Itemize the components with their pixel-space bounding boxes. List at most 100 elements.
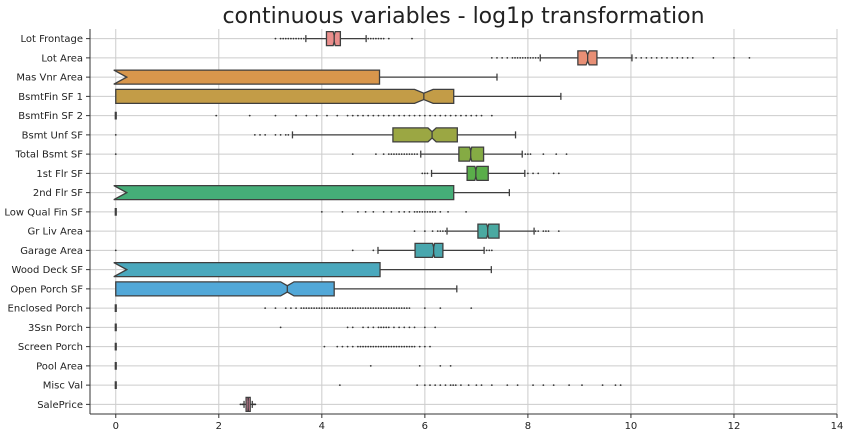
outlier-point bbox=[454, 384, 457, 387]
outlier-point bbox=[341, 307, 344, 310]
outlier-point bbox=[421, 172, 424, 175]
outlier-point bbox=[274, 307, 277, 310]
outlier-point bbox=[393, 153, 395, 156]
outlier-point bbox=[254, 403, 257, 406]
outlier-point bbox=[645, 56, 648, 59]
outlier-point bbox=[287, 37, 290, 40]
outlier-point bbox=[356, 210, 359, 213]
outlier-point bbox=[426, 172, 429, 175]
outlier-point bbox=[470, 307, 473, 310]
outlier-point bbox=[318, 307, 321, 310]
outlier-point bbox=[403, 345, 406, 348]
outlier-point bbox=[300, 37, 303, 40]
outlier-point bbox=[534, 230, 537, 233]
outlier-point bbox=[295, 307, 297, 310]
outlier-point bbox=[421, 210, 424, 213]
outlier-point bbox=[449, 114, 452, 117]
outlier-point bbox=[411, 345, 413, 348]
outlier-point bbox=[565, 153, 568, 156]
outlier-point bbox=[434, 210, 437, 213]
outlier-point bbox=[400, 307, 403, 310]
outlier-point bbox=[733, 56, 735, 59]
outlier-point bbox=[259, 133, 261, 136]
outlier-point bbox=[313, 307, 315, 310]
outlier-point bbox=[416, 384, 419, 387]
outlier-point bbox=[480, 384, 483, 387]
outlier-point bbox=[326, 114, 328, 117]
outlier-point bbox=[434, 384, 437, 387]
outlier-point bbox=[114, 153, 117, 156]
outlier-point bbox=[362, 326, 364, 329]
outlier-point bbox=[297, 37, 300, 40]
outlier-point bbox=[748, 56, 751, 59]
box bbox=[115, 88, 455, 105]
outlier-point bbox=[351, 114, 354, 117]
outlier-point bbox=[341, 345, 344, 348]
outlier-point bbox=[362, 307, 364, 310]
outlier-point bbox=[387, 326, 390, 329]
outlier-point bbox=[320, 210, 323, 213]
outlier-point bbox=[516, 384, 519, 387]
y-tick-label: Mas Vnr Area bbox=[16, 73, 83, 84]
outlier-point bbox=[114, 133, 117, 136]
outlier-point bbox=[676, 56, 679, 59]
outlier-point bbox=[411, 37, 413, 40]
outlier-point bbox=[323, 307, 326, 310]
outlier-point bbox=[323, 345, 326, 348]
box bbox=[477, 223, 500, 239]
outlier-point bbox=[555, 153, 558, 156]
x-tick-label: 4 bbox=[319, 421, 325, 432]
outlier-point bbox=[390, 307, 393, 310]
y-tick-label: Gr Liv Area bbox=[28, 227, 84, 238]
outlier-point bbox=[444, 384, 447, 387]
outlier-point bbox=[377, 307, 380, 310]
outlier-point bbox=[467, 384, 470, 387]
outlier-point bbox=[423, 210, 426, 213]
outlier-point bbox=[454, 114, 457, 117]
outlier-point bbox=[372, 37, 375, 40]
outlier-point bbox=[429, 384, 431, 387]
outlier-point bbox=[601, 384, 604, 387]
outlier-point bbox=[382, 307, 385, 310]
outlier-point bbox=[367, 345, 370, 348]
outlier-point bbox=[390, 153, 393, 156]
outlier-point bbox=[413, 153, 416, 156]
outlier-point bbox=[403, 114, 406, 117]
chart-title: continuous variables - log1p transformat… bbox=[222, 4, 705, 29]
outlier-point bbox=[375, 153, 377, 156]
outlier-point bbox=[465, 114, 467, 117]
outlier-point bbox=[460, 114, 462, 117]
outlier-point bbox=[490, 56, 493, 59]
outlier-point bbox=[349, 307, 352, 310]
outlier-point bbox=[431, 210, 434, 213]
outlier-point bbox=[519, 56, 522, 59]
outlier-point bbox=[547, 230, 550, 233]
outlier-point bbox=[413, 114, 416, 117]
outlier-point bbox=[390, 210, 393, 213]
outlier-point bbox=[302, 307, 305, 310]
outlier-point bbox=[356, 307, 359, 310]
outlier-point bbox=[114, 249, 117, 252]
outlier-point bbox=[429, 210, 431, 213]
outlier-point bbox=[367, 114, 370, 117]
outlier-point bbox=[416, 153, 419, 156]
outlier-point bbox=[526, 153, 529, 156]
outlier-point bbox=[387, 345, 390, 348]
outlier-point bbox=[315, 114, 318, 117]
outlier-point bbox=[436, 230, 439, 233]
outlier-point bbox=[418, 345, 421, 348]
outlier-point bbox=[380, 345, 382, 348]
outlier-point bbox=[537, 56, 540, 59]
outlier-point bbox=[398, 114, 401, 117]
outlier-point bbox=[439, 230, 442, 233]
outlier-point bbox=[274, 133, 277, 136]
outlier-point bbox=[367, 307, 370, 310]
outlier-point bbox=[398, 153, 401, 156]
outlier-point bbox=[532, 56, 534, 59]
outlier-point bbox=[305, 307, 308, 310]
outlier-point bbox=[302, 37, 305, 40]
outlier-point bbox=[537, 172, 540, 175]
outlier-point bbox=[506, 56, 509, 59]
box bbox=[414, 242, 444, 259]
outlier-point bbox=[338, 307, 341, 310]
